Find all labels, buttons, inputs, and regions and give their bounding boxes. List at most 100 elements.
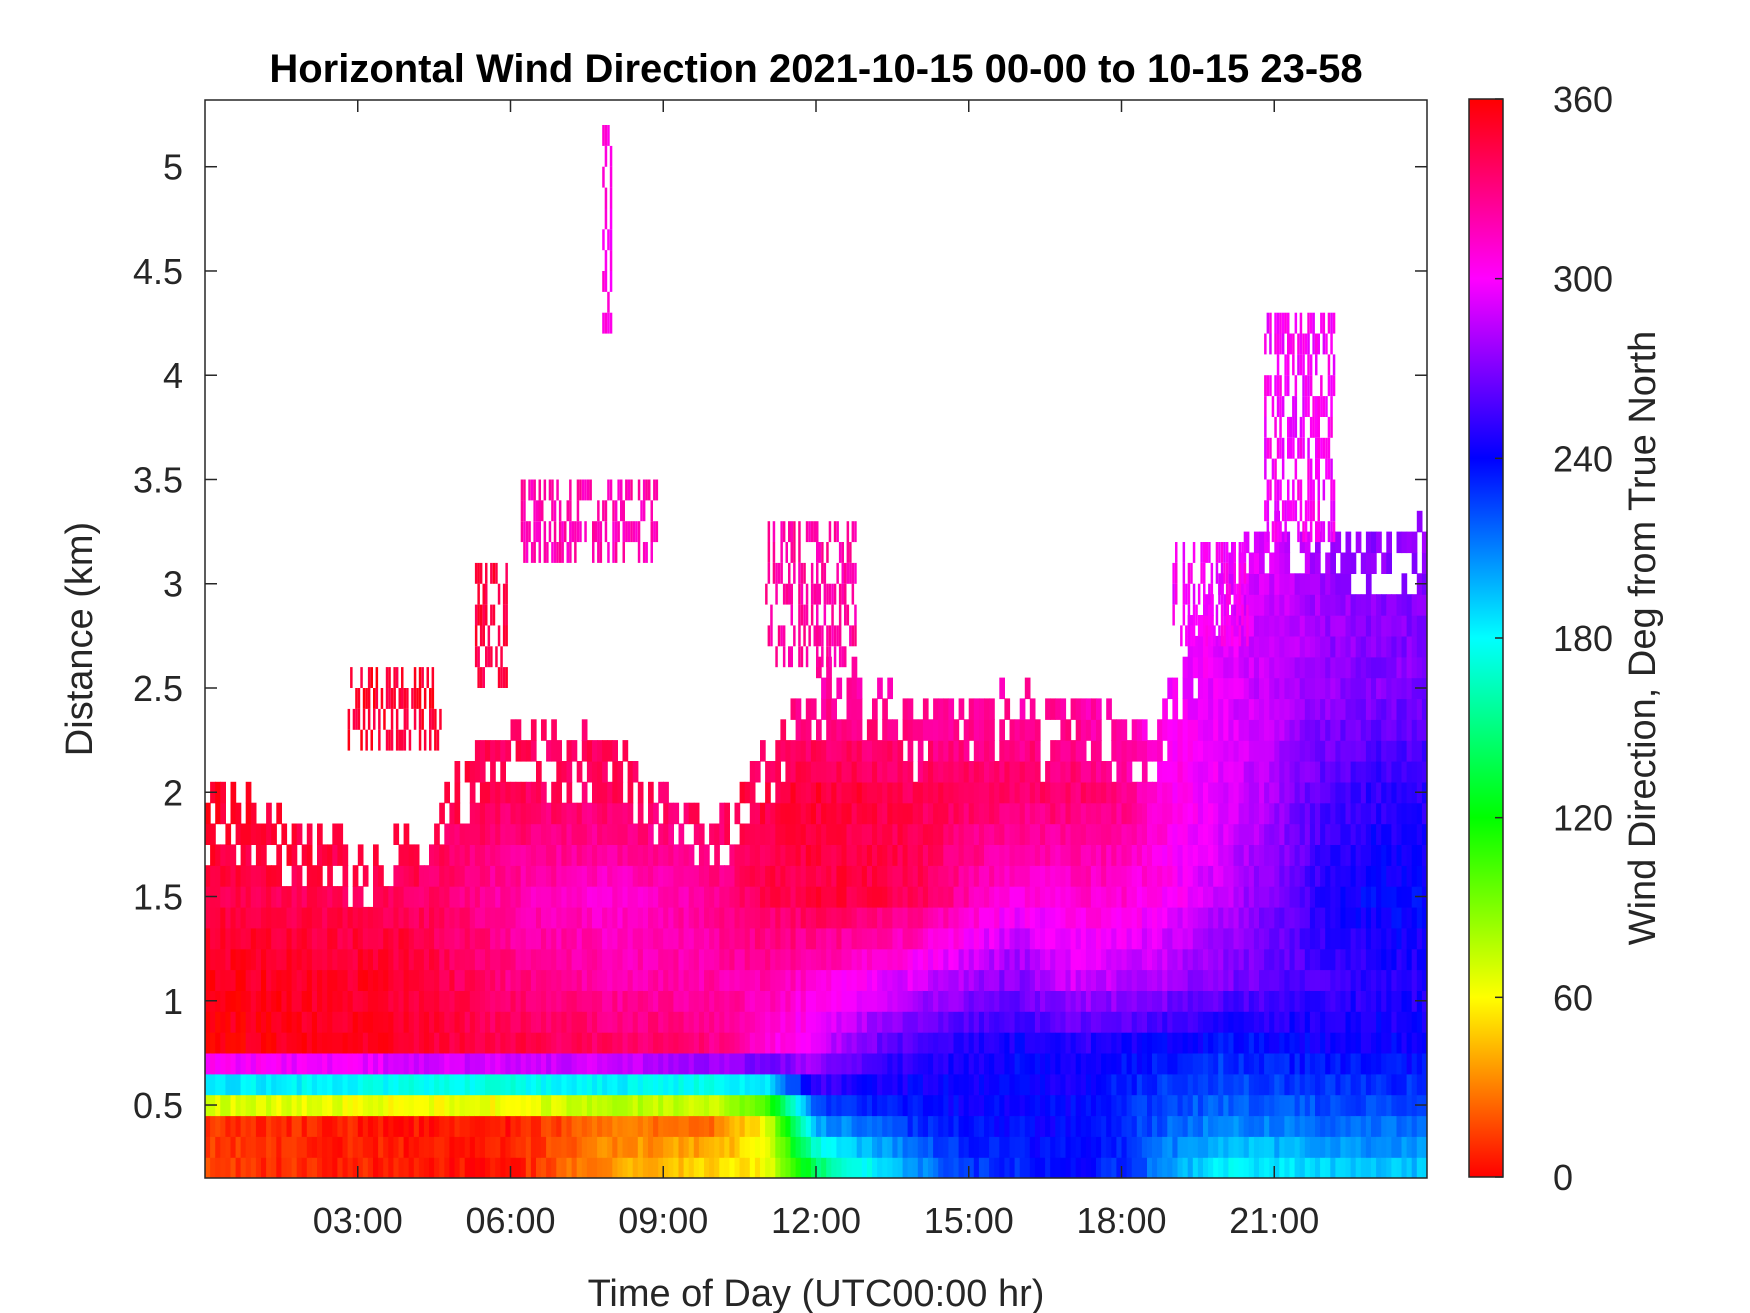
heatmap-cell xyxy=(989,1157,995,1178)
heatmap-cell xyxy=(1274,927,1280,950)
heatmap-cell xyxy=(1050,698,1056,720)
heatmap-cell xyxy=(1284,1115,1291,1137)
heatmap-cell xyxy=(821,948,827,971)
heatmap-cell xyxy=(1213,1115,1219,1137)
heatmap-cell xyxy=(571,1073,578,1096)
heatmap-cell xyxy=(530,990,537,1012)
heatmap-cell xyxy=(1264,781,1270,804)
heatmap-cell xyxy=(1121,1052,1128,1075)
heatmap-cell xyxy=(286,948,293,971)
heatmap-cell xyxy=(821,1011,827,1033)
heatmap-cell xyxy=(1152,948,1158,971)
heatmap-cell xyxy=(276,844,282,866)
heatmap-cell xyxy=(1009,761,1016,783)
heatmap-cell xyxy=(1269,1094,1275,1117)
heatmap-cell xyxy=(704,1011,710,1033)
heatmap-cell xyxy=(469,1032,476,1054)
heatmap-cell xyxy=(1253,740,1260,762)
heatmap-cell xyxy=(1309,698,1316,720)
heatmap-cell xyxy=(810,740,817,762)
heatmap-cell xyxy=(632,1073,639,1096)
heatmap-cell xyxy=(607,844,613,866)
heatmap-cell xyxy=(327,844,333,866)
heatmap-cell xyxy=(1289,969,1296,991)
heatmap-cell xyxy=(917,844,924,866)
heatmap-cell xyxy=(877,1052,883,1075)
heatmap-cell xyxy=(327,1011,333,1033)
heatmap-cell xyxy=(892,990,899,1012)
heatmap-cell xyxy=(541,1073,547,1096)
heatmap-cell xyxy=(1208,1052,1214,1075)
heatmap-cell xyxy=(948,990,955,1012)
heatmap-cell xyxy=(1355,761,1362,783)
heatmap-cell xyxy=(856,823,863,845)
heatmap-cell xyxy=(1315,990,1321,1012)
heatmap-cell xyxy=(235,886,242,908)
heatmap-cell xyxy=(581,1032,588,1054)
heatmap-cell xyxy=(464,1136,471,1158)
heatmap-cell xyxy=(490,990,496,1012)
heatmap-cell xyxy=(215,865,221,887)
heatmap-cell xyxy=(225,1094,232,1117)
heatmap-cell xyxy=(917,1136,924,1158)
heatmap-cell xyxy=(1365,823,1372,845)
heatmap-cell xyxy=(984,1011,990,1033)
heatmap-cell xyxy=(1228,927,1235,950)
heatmap-cell xyxy=(922,886,929,908)
heatmap-cell xyxy=(1101,1052,1107,1075)
heatmap-cell xyxy=(581,1052,588,1075)
heatmap-cell xyxy=(1391,802,1398,825)
heatmap-cell xyxy=(423,1032,430,1054)
heatmap-cell xyxy=(627,1094,634,1117)
heatmap-cell xyxy=(785,740,792,762)
heatmap-cell xyxy=(841,740,848,762)
heatmap-cell xyxy=(439,969,445,991)
heatmap-cell xyxy=(220,948,226,971)
heatmap-cell xyxy=(841,927,848,950)
heatmap-cell xyxy=(729,990,736,1012)
heatmap-cell xyxy=(1096,844,1102,866)
heatmap-cell xyxy=(780,927,787,950)
heatmap-cell xyxy=(373,1052,379,1075)
heatmap-cell xyxy=(536,1136,542,1158)
heatmap-cell xyxy=(1045,761,1051,783)
heatmap-cell xyxy=(520,927,527,950)
heatmap-cell xyxy=(968,1011,975,1033)
heatmap-cell xyxy=(1157,781,1163,804)
heatmap-cell xyxy=(846,969,853,991)
heatmap-cell xyxy=(765,761,771,783)
heatmap-cell xyxy=(795,844,802,866)
heatmap-cell xyxy=(739,1094,746,1117)
heatmap-cell xyxy=(765,1011,771,1033)
heatmap-cell xyxy=(510,1136,517,1158)
heatmap-cell xyxy=(1315,635,1321,658)
heatmap-cell xyxy=(1019,886,1026,908)
heatmap-cell xyxy=(734,1115,741,1137)
heatmap-cell xyxy=(1345,1115,1352,1137)
heatmap-cell xyxy=(897,844,904,866)
heatmap-cell xyxy=(856,886,863,908)
heatmap-cell xyxy=(1080,886,1087,908)
heatmap-cell xyxy=(724,969,730,991)
heatmap-cell xyxy=(1248,719,1255,741)
heatmap-cell xyxy=(922,844,929,866)
heatmap-cell xyxy=(413,886,420,908)
heatmap-cell xyxy=(922,1073,929,1096)
heatmap-cell xyxy=(1289,865,1296,887)
heatmap-cell xyxy=(378,1011,384,1033)
heatmap-cell xyxy=(1299,531,1306,554)
heatmap-cell xyxy=(866,990,873,1012)
heatmap-cell xyxy=(271,1094,277,1117)
heatmap-cell xyxy=(322,1136,328,1158)
heatmap-cell xyxy=(1101,948,1107,971)
heatmap-cell xyxy=(332,906,338,929)
heatmap-cell xyxy=(754,1032,761,1054)
heatmap-cell xyxy=(536,886,542,908)
heatmap-cell xyxy=(1055,823,1061,845)
heatmap-cell xyxy=(459,1073,466,1096)
heatmap-cell xyxy=(1070,844,1077,866)
heatmap-cell xyxy=(1101,906,1107,929)
heatmap-cell xyxy=(490,1115,496,1137)
heatmap-cell xyxy=(632,823,639,845)
heatmap-cell xyxy=(648,886,654,908)
